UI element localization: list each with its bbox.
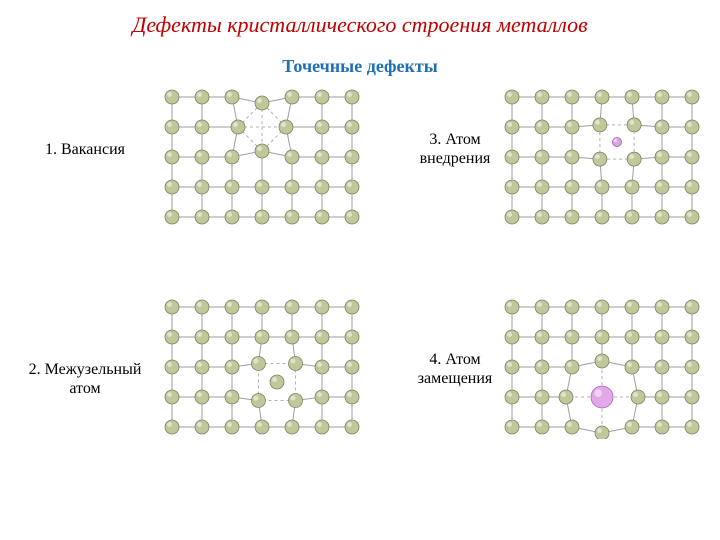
label-vacancy: 1. Вакансия	[30, 140, 140, 159]
label-interstitial: 2. Межузельныйатом	[20, 360, 150, 398]
page-subtitle: Точечные дефекты	[0, 56, 720, 77]
label-impurity-interstitial: 3. Атомвнедрения	[405, 130, 505, 168]
diagram-substitution	[500, 295, 704, 439]
page-title: Дефекты кристаллического строения металл…	[0, 12, 720, 38]
diagram-impurity-interstitial	[500, 85, 704, 229]
diagram-vacancy	[160, 85, 364, 229]
label-substitution: 4. Атомзамещения	[405, 350, 505, 388]
diagram-interstitial	[160, 295, 364, 439]
